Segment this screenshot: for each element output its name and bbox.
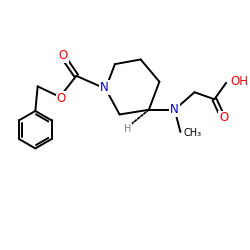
Text: H: H	[124, 124, 131, 134]
Text: N: N	[100, 81, 109, 94]
Text: OH: OH	[230, 75, 248, 88]
Text: CH₃: CH₃	[184, 128, 202, 138]
Text: O: O	[56, 92, 66, 104]
Text: N: N	[170, 103, 179, 116]
Text: O: O	[59, 50, 68, 62]
Text: O: O	[219, 112, 228, 124]
